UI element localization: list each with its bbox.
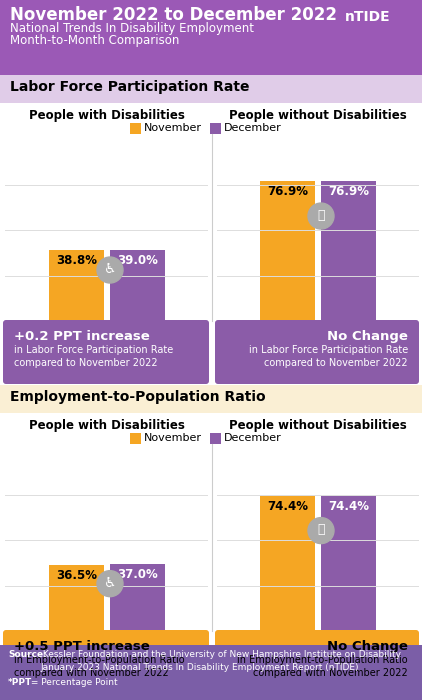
FancyBboxPatch shape — [321, 496, 376, 631]
Text: December: December — [224, 123, 282, 133]
Text: 🚶: 🚶 — [317, 209, 325, 221]
Text: in Employment-to-Population Ratio
compared with November 2022: in Employment-to-Population Ratio compar… — [14, 655, 185, 678]
FancyBboxPatch shape — [130, 123, 141, 134]
Circle shape — [308, 517, 334, 544]
Text: National Trends In Disability Employment: National Trends In Disability Employment — [10, 22, 254, 35]
Text: in Labor Force Participation Rate
compared to November 2022: in Labor Force Participation Rate compar… — [249, 345, 408, 368]
FancyBboxPatch shape — [321, 181, 376, 321]
FancyBboxPatch shape — [210, 123, 221, 134]
FancyBboxPatch shape — [0, 385, 422, 413]
Text: Employment-to-Population Ratio: Employment-to-Population Ratio — [10, 390, 265, 404]
FancyBboxPatch shape — [110, 250, 165, 321]
FancyBboxPatch shape — [215, 630, 419, 694]
FancyBboxPatch shape — [215, 320, 419, 384]
Text: People without Disabilities: People without Disabilities — [229, 109, 407, 122]
Text: *PPT: *PPT — [8, 678, 32, 687]
Text: in Labor Force Participation Rate
compared to November 2022: in Labor Force Participation Rate compar… — [14, 345, 173, 368]
Text: = Percentage Point: = Percentage Point — [28, 678, 118, 687]
FancyBboxPatch shape — [49, 251, 104, 321]
Text: November: November — [144, 123, 202, 133]
FancyBboxPatch shape — [130, 433, 141, 444]
Text: November: November — [144, 433, 202, 443]
Text: December: December — [224, 433, 282, 443]
FancyBboxPatch shape — [0, 645, 422, 700]
Text: Source:: Source: — [8, 650, 47, 659]
Text: 74.4%: 74.4% — [267, 500, 308, 512]
FancyBboxPatch shape — [0, 103, 422, 323]
Text: +0.5 PPT increase: +0.5 PPT increase — [14, 640, 150, 653]
Text: 🚶: 🚶 — [317, 523, 325, 536]
Text: ♿: ♿ — [104, 262, 116, 276]
Text: Month-to-Month Comparison: Month-to-Month Comparison — [10, 34, 179, 47]
Text: 76.9%: 76.9% — [267, 185, 308, 198]
Text: ♿: ♿ — [104, 575, 116, 589]
Text: People without Disabilities: People without Disabilities — [229, 419, 407, 432]
Text: 74.4%: 74.4% — [328, 500, 369, 512]
FancyBboxPatch shape — [49, 565, 104, 631]
Text: No Change: No Change — [327, 640, 408, 653]
Text: People with Disabilities: People with Disabilities — [29, 109, 185, 122]
Text: 37.0%: 37.0% — [117, 568, 158, 581]
Circle shape — [308, 203, 334, 229]
Text: +0.2 PPT increase: +0.2 PPT increase — [14, 330, 150, 343]
Text: in Employment-to-Population Ratio
compared with November 2022: in Employment-to-Population Ratio compar… — [237, 655, 408, 678]
FancyBboxPatch shape — [3, 630, 209, 694]
FancyBboxPatch shape — [0, 75, 422, 103]
FancyBboxPatch shape — [210, 433, 221, 444]
FancyBboxPatch shape — [0, 413, 422, 633]
Text: 39.0%: 39.0% — [117, 254, 158, 267]
Text: nTIDE: nTIDE — [344, 10, 390, 24]
Circle shape — [97, 570, 123, 596]
Text: No Change: No Change — [327, 330, 408, 343]
FancyBboxPatch shape — [3, 320, 209, 384]
Text: 38.8%: 38.8% — [56, 254, 97, 267]
Text: November 2022 to December 2022: November 2022 to December 2022 — [10, 6, 337, 24]
Text: Labor Force Participation Rate: Labor Force Participation Rate — [10, 80, 249, 94]
FancyBboxPatch shape — [260, 181, 315, 321]
Text: 36.5%: 36.5% — [56, 568, 97, 582]
Text: Kessler Foundation and the University of New Hampshire Institute on Disability
J: Kessler Foundation and the University of… — [40, 650, 401, 671]
Text: People with Disabilities: People with Disabilities — [29, 419, 185, 432]
Text: 76.9%: 76.9% — [328, 185, 369, 198]
Circle shape — [97, 257, 123, 283]
FancyBboxPatch shape — [0, 0, 422, 75]
FancyBboxPatch shape — [110, 564, 165, 631]
FancyBboxPatch shape — [260, 496, 315, 631]
